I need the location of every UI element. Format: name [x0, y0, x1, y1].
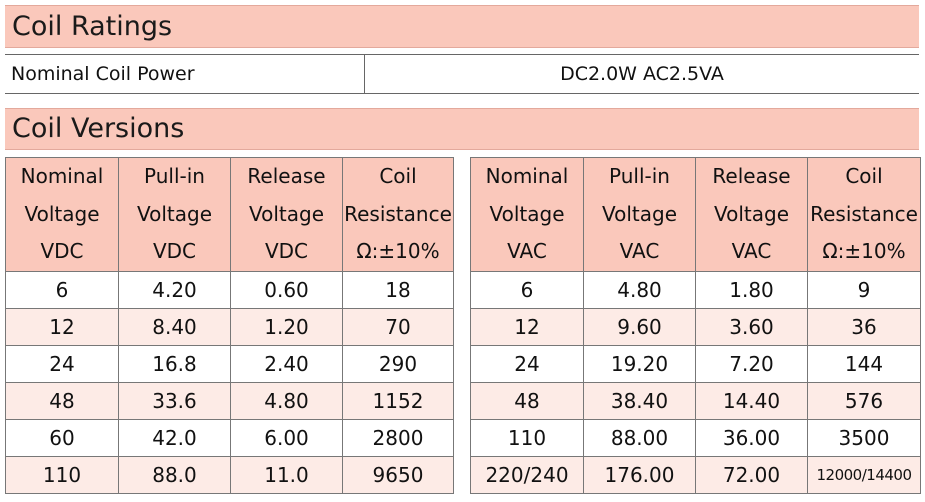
table-row: 48 38.40 14.40 576	[470, 381, 921, 420]
ac-resistance-cell: 9	[807, 270, 921, 309]
coil-power-row: Nominal Coil Power DC2.0W AC2.5VA	[5, 54, 919, 94]
ac-release-cell: 36.00	[695, 418, 808, 457]
ac-header-coil-resistance: Coil Resistance Ω:±10%	[807, 157, 921, 272]
ac-pullin-cell: 9.60	[583, 307, 696, 346]
ac-release-cell: 7.20	[695, 344, 808, 383]
dc-header-pullin-voltage: Pull-in Voltage VDC	[118, 157, 231, 272]
dc-pullin-cell: 88.0	[118, 455, 231, 494]
dc-header-nominal-voltage: Nominal Voltage VDC	[5, 157, 119, 272]
ac-nominal-cell: 6	[470, 270, 584, 309]
table-row: 48 33.6 4.80 1152	[5, 381, 454, 420]
table-row: 60 42.0 6.00 2800	[5, 418, 454, 457]
dc-header-coil-resistance: Coil Resistance Ω:±10%	[342, 157, 454, 272]
dc-release-cell: 0.60	[230, 270, 343, 309]
dc-nominal-cell: 110	[5, 455, 119, 494]
ac-resistance-cell: 576	[807, 381, 921, 420]
dc-resistance-cell: 290	[342, 344, 454, 383]
dc-resistance-cell: 2800	[342, 418, 454, 457]
dc-header-row: Nominal Voltage VDC Pull-in Voltage VDC …	[5, 157, 454, 272]
coil-power-label: Nominal Coil Power	[5, 54, 365, 94]
dc-release-cell: 6.00	[230, 418, 343, 457]
coil-ratings-title: Coil Ratings	[5, 5, 919, 48]
dc-pullin-cell: 42.0	[118, 418, 231, 457]
dc-resistance-cell: 1152	[342, 381, 454, 420]
ac-resistance-cell: 3500	[807, 418, 921, 457]
dc-nominal-cell: 24	[5, 344, 119, 383]
ac-pullin-cell: 38.40	[583, 381, 696, 420]
table-row: 6 4.80 1.80 9	[470, 270, 921, 309]
ac-nominal-cell: 24	[470, 344, 584, 383]
dc-header-release-voltage: Release Voltage VDC	[230, 157, 343, 272]
table-row: 24 19.20 7.20 144	[470, 344, 921, 383]
dc-release-cell: 2.40	[230, 344, 343, 383]
ac-nominal-cell: 110	[470, 418, 584, 457]
dc-resistance-cell: 9650	[342, 455, 454, 494]
dc-nominal-cell: 48	[5, 381, 119, 420]
ac-release-cell: 72.00	[695, 455, 808, 494]
ac-nominal-cell: 12	[470, 307, 584, 346]
dc-release-cell: 11.0	[230, 455, 343, 494]
ac-resistance-cell: 36	[807, 307, 921, 346]
dc-pullin-cell: 8.40	[118, 307, 231, 346]
ac-resistance-cell: 12000/14400	[807, 455, 921, 494]
coil-power-value: DC2.0W AC2.5VA	[364, 54, 919, 94]
dc-nominal-cell: 6	[5, 270, 119, 309]
table-row: 110 88.0 11.0 9650	[5, 455, 454, 494]
table-row: 6 4.20 0.60 18	[5, 270, 454, 309]
table-row: 24 16.8 2.40 290	[5, 344, 454, 383]
ac-release-cell: 14.40	[695, 381, 808, 420]
dc-resistance-cell: 18	[342, 270, 454, 309]
ac-nominal-cell: 220/240	[470, 455, 584, 494]
ac-pullin-cell: 4.80	[583, 270, 696, 309]
ac-pullin-cell: 176.00	[583, 455, 696, 494]
ac-header-release-voltage: Release Voltage VAC	[695, 157, 808, 272]
ac-pullin-cell: 19.20	[583, 344, 696, 383]
dc-pullin-cell: 33.6	[118, 381, 231, 420]
table-row: 12 8.40 1.20 70	[5, 307, 454, 346]
table-row: 220/240 176.00 72.00 12000/14400	[470, 455, 921, 494]
ac-header-row: Nominal Voltage VAC Pull-in Voltage VAC …	[470, 157, 921, 272]
dc-nominal-cell: 60	[5, 418, 119, 457]
ac-resistance-cell: 144	[807, 344, 921, 383]
dc-release-cell: 4.80	[230, 381, 343, 420]
coil-power-table: Nominal Coil Power DC2.0W AC2.5VA	[5, 54, 919, 94]
dc-coil-table: Nominal Voltage VDC Pull-in Voltage VDC …	[5, 157, 454, 494]
dc-pullin-cell: 16.8	[118, 344, 231, 383]
coil-versions-title: Coil Versions	[5, 108, 919, 150]
ac-pullin-cell: 88.00	[583, 418, 696, 457]
ac-header-nominal-voltage: Nominal Voltage VAC	[470, 157, 584, 272]
table-row: 12 9.60 3.60 36	[470, 307, 921, 346]
table-row: 110 88.00 36.00 3500	[470, 418, 921, 457]
dc-resistance-cell: 70	[342, 307, 454, 346]
ac-nominal-cell: 48	[470, 381, 584, 420]
ac-release-cell: 1.80	[695, 270, 808, 309]
dc-nominal-cell: 12	[5, 307, 119, 346]
dc-pullin-cell: 4.20	[118, 270, 231, 309]
ac-header-pullin-voltage: Pull-in Voltage VAC	[583, 157, 696, 272]
ac-release-cell: 3.60	[695, 307, 808, 346]
dc-release-cell: 1.20	[230, 307, 343, 346]
ac-coil-table: Nominal Voltage VAC Pull-in Voltage VAC …	[470, 157, 921, 494]
